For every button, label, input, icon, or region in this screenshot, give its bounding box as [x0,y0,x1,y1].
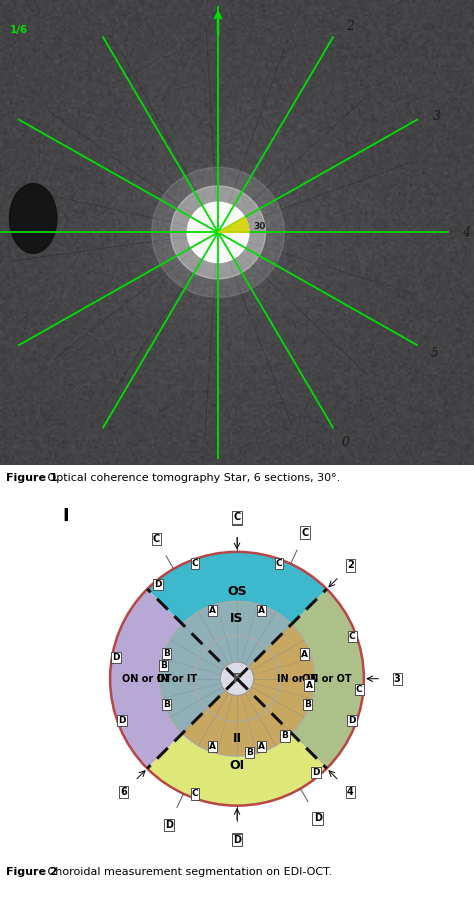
Circle shape [187,202,249,263]
Circle shape [152,168,284,297]
Wedge shape [207,636,267,679]
Text: C: C [192,789,199,798]
Text: Optical coherence tomography Star, 6 sections, 30°.: Optical coherence tomography Star, 6 sec… [44,473,340,484]
Wedge shape [147,552,327,679]
Wedge shape [182,679,292,757]
Wedge shape [218,217,249,233]
Wedge shape [110,589,237,768]
Text: Figure 1: Figure 1 [6,473,57,484]
Text: IS: IS [230,612,244,625]
Text: A: A [209,606,216,615]
Text: B: B [164,649,170,658]
Text: 3: 3 [433,110,441,122]
Wedge shape [207,679,267,722]
Text: 0: 0 [341,437,349,449]
Text: IN or IT: IN or IT [157,674,197,684]
Text: B: B [160,661,167,670]
Text: C: C [275,559,282,568]
Wedge shape [147,679,327,805]
Text: OI: OI [229,759,245,772]
Text: I: I [63,506,69,525]
Text: C: C [356,685,363,694]
Wedge shape [237,649,280,709]
Text: 1: 1 [234,514,240,524]
Text: D: D [348,716,356,725]
Text: ON or OT: ON or OT [122,674,172,684]
Text: 2: 2 [346,20,354,33]
Text: Figure 2: Figure 2 [6,867,57,877]
Text: C: C [349,632,356,641]
Text: A: A [301,650,309,659]
Text: 1: 1 [223,0,231,2]
Text: 4: 4 [347,787,354,797]
Text: 2: 2 [347,561,354,571]
Text: Choroidal measurement segmentation on EDI-OCT.: Choroidal measurement segmentation on ED… [44,867,332,877]
Text: F: F [233,672,241,685]
Text: A: A [305,680,312,689]
Text: B: B [164,699,170,708]
Text: D: D [112,653,120,662]
Text: C: C [153,534,160,544]
Circle shape [171,186,265,279]
Wedge shape [237,624,314,734]
Text: B: B [282,731,289,740]
Text: 3: 3 [394,674,401,684]
Ellipse shape [9,184,57,254]
Text: 1/6: 1/6 [9,24,28,34]
Text: B: B [304,699,310,708]
Text: D: D [155,581,162,589]
Text: 6: 6 [120,787,127,797]
Text: D: D [314,814,322,824]
Wedge shape [194,649,237,709]
Wedge shape [237,589,364,768]
Text: OS: OS [227,585,247,598]
Text: 5: 5 [234,834,240,844]
Text: D: D [165,820,173,830]
Text: D: D [312,768,319,777]
Text: C: C [301,527,309,537]
Text: B: B [246,747,254,757]
Text: C: C [233,513,241,523]
Text: D: D [233,835,241,845]
Text: C: C [192,559,199,568]
Text: ON or OT: ON or OT [302,674,352,684]
Circle shape [220,662,254,696]
Text: 4: 4 [462,226,470,239]
Text: D: D [118,716,126,725]
Text: A: A [209,742,216,751]
Text: 30: 30 [254,222,266,231]
Text: A: A [258,606,265,615]
Text: 5: 5 [430,347,438,360]
Wedge shape [160,624,237,734]
Text: II: II [233,732,241,746]
Text: A: A [258,742,265,751]
Wedge shape [182,602,292,679]
Text: IN or IT: IN or IT [277,674,317,684]
